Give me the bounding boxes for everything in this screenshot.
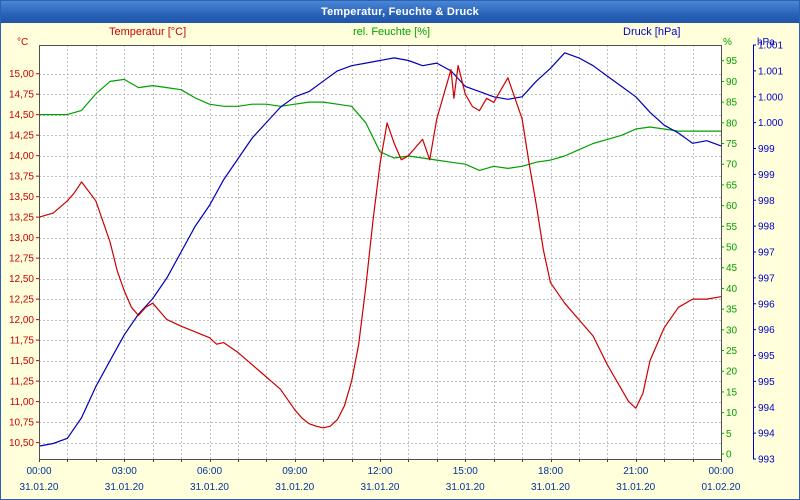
svg-text:00:00: 00:00	[26, 466, 51, 477]
svg-text:997: 997	[758, 273, 775, 284]
svg-text:10,75: 10,75	[9, 418, 34, 429]
svg-text:999: 999	[758, 144, 775, 155]
svg-text:45: 45	[726, 263, 738, 274]
temp-axis: 15,00 14,75 14,50 14,25 14,00 13,75 13,50 13,25…	[9, 69, 39, 449]
svg-text:13,25: 13,25	[9, 213, 34, 224]
legend-pressure: Druck [hPa]	[623, 26, 681, 38]
legend-temperature: Temperatur [°C]	[109, 26, 187, 38]
svg-text:10: 10	[726, 408, 738, 419]
svg-text:995: 995	[758, 377, 775, 388]
svg-text:1.000: 1.000	[758, 92, 783, 103]
x-axis: 00:00 31.01.20 03:00 31.01.20 06:00 31.01.20 0…	[20, 459, 741, 493]
title-bar[interactable]: Temperatur, Feuchte & Druck	[1, 1, 799, 23]
svg-text:31.01.20: 31.01.20	[531, 482, 570, 493]
svg-text:994: 994	[758, 429, 775, 440]
svg-text:13,00: 13,00	[9, 233, 34, 244]
svg-text:00:00: 00:00	[708, 466, 733, 477]
svg-text:11,75: 11,75	[10, 336, 35, 347]
svg-text:11,00: 11,00	[10, 397, 35, 408]
svg-text:1.001: 1.001	[758, 66, 783, 77]
svg-text:998: 998	[758, 222, 775, 233]
series-pres	[38, 52, 722, 447]
svg-text:1.000: 1.000	[758, 118, 783, 129]
svg-text:31.01.20: 31.01.20	[20, 482, 59, 493]
svg-text:80: 80	[726, 118, 738, 129]
svg-text:14,50: 14,50	[9, 110, 34, 121]
svg-text:993: 993	[758, 455, 775, 466]
svg-text:31.01.20: 31.01.20	[105, 482, 144, 493]
svg-text:30: 30	[726, 325, 738, 336]
svg-text:01.02.20: 01.02.20	[702, 482, 741, 493]
svg-text:09:00: 09:00	[282, 466, 307, 477]
svg-text:1.001: 1.001	[758, 41, 783, 52]
svg-text:06:00: 06:00	[197, 466, 222, 477]
pressure-axis-unit-label: hPa	[757, 37, 775, 48]
svg-text:31.01.20: 31.01.20	[361, 482, 400, 493]
svg-text:90: 90	[726, 77, 738, 88]
pressure-axis: 1.001 1.001 1.000 1.000 999 999 998 998 997 997 99…	[753, 41, 783, 466]
svg-text:15,00: 15,00	[9, 69, 34, 80]
svg-text:12,75: 12,75	[9, 254, 34, 265]
svg-text:18:00: 18:00	[538, 466, 563, 477]
svg-text:21:00: 21:00	[623, 466, 648, 477]
plot-area	[39, 45, 721, 459]
svg-text:10,50: 10,50	[9, 438, 34, 449]
humidity-axis-unit-label: %	[723, 37, 732, 48]
svg-text:14,25: 14,25	[9, 131, 34, 142]
svg-text:65: 65	[726, 180, 738, 191]
svg-text:996: 996	[758, 299, 775, 310]
svg-text:999: 999	[758, 170, 775, 181]
svg-text:996: 996	[758, 325, 775, 336]
svg-text:31.01.20: 31.01.20	[275, 482, 314, 493]
svg-text:11,50: 11,50	[10, 356, 35, 367]
svg-text:14,00: 14,00	[9, 151, 34, 162]
svg-text:40: 40	[726, 284, 738, 295]
svg-text:31.01.20: 31.01.20	[446, 482, 485, 493]
svg-text:50: 50	[726, 243, 738, 254]
svg-text:5: 5	[726, 429, 732, 440]
svg-text:25: 25	[726, 346, 738, 357]
temp-axis-unit-label: °C	[17, 37, 29, 48]
svg-text:11,25: 11,25	[10, 377, 35, 388]
svg-text:994: 994	[758, 403, 775, 414]
svg-text:03:00: 03:00	[112, 466, 137, 477]
svg-text:85: 85	[726, 98, 738, 109]
svg-text:12:00: 12:00	[367, 466, 392, 477]
svg-text:75: 75	[726, 139, 738, 150]
svg-text:60: 60	[726, 201, 738, 212]
svg-text:15:00: 15:00	[453, 466, 478, 477]
series-temp	[38, 64, 722, 429]
svg-text:13,50: 13,50	[9, 192, 34, 203]
window-title: Temperatur, Feuchte & Druck	[320, 6, 479, 18]
svg-text:31.01.20: 31.01.20	[616, 482, 655, 493]
svg-text:55: 55	[726, 222, 738, 233]
gridlines	[39, 45, 721, 459]
svg-text:14,75: 14,75	[9, 90, 34, 101]
series-hum	[39, 78, 721, 171]
svg-text:35: 35	[726, 305, 738, 316]
svg-text:0: 0	[726, 450, 732, 461]
svg-text:31.01.20: 31.01.20	[190, 482, 229, 493]
svg-text:70: 70	[726, 160, 738, 171]
svg-text:20: 20	[726, 367, 738, 378]
svg-text:95: 95	[726, 56, 738, 67]
svg-text:12,00: 12,00	[9, 315, 34, 326]
svg-text:13,75: 13,75	[9, 172, 34, 183]
svg-text:12,25: 12,25	[9, 295, 34, 306]
legend-humidity: rel. Feuchte [%]	[353, 26, 431, 38]
svg-text:997: 997	[758, 248, 775, 259]
chart-canvas: 15,00 14,75 14,50 14,25 14,00 13,75 13,50 13,25…	[9, 41, 783, 494]
svg-text:15: 15	[726, 387, 738, 398]
svg-text:995: 995	[758, 351, 775, 362]
svg-text:998: 998	[758, 196, 775, 207]
svg-text:12,50: 12,50	[9, 274, 34, 285]
